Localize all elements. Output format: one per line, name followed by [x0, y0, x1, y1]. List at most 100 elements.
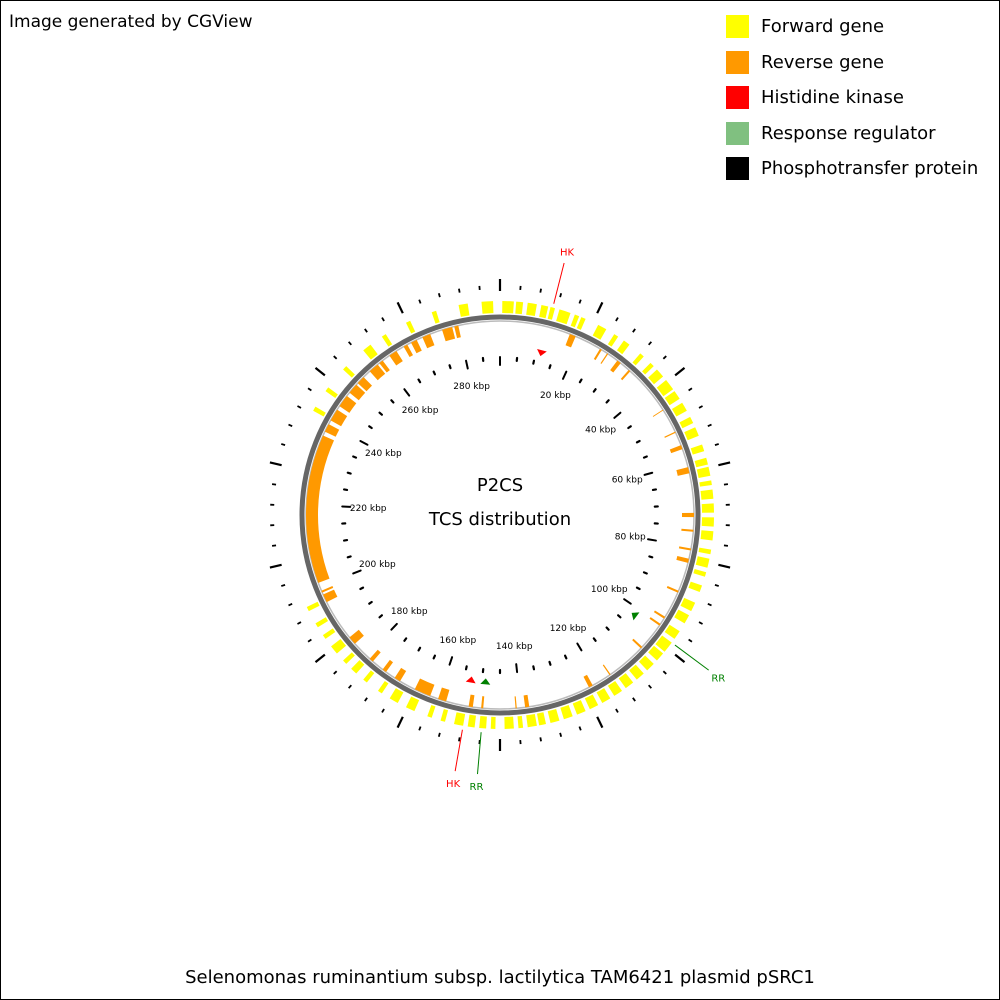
outer-tick: [698, 621, 703, 625]
forward-gene: [560, 704, 573, 720]
ruler-tick: [605, 399, 610, 404]
center-subtitle: TCS distribution: [428, 509, 571, 530]
callout-label: HK: [446, 779, 461, 790]
ruler-tick: [605, 626, 610, 631]
ruler-tick: [448, 364, 452, 370]
reverse-gene: [389, 350, 403, 366]
forward-gene: [481, 301, 494, 314]
outer-tick: [615, 708, 619, 713]
callout-label: RR: [470, 782, 484, 793]
forward-gene: [679, 416, 694, 429]
outer-tick: [396, 301, 404, 314]
ruler-tick: [635, 586, 641, 591]
forward-gene: [343, 652, 355, 664]
forward-gene: [607, 680, 623, 696]
outer-tick: [437, 732, 441, 737]
forward-gene: [700, 489, 714, 500]
forward-gene: [381, 334, 393, 347]
ruler-tick: [635, 439, 641, 444]
plasmid-name: Selenomonas ruminantium subsp. lactilyti…: [185, 967, 815, 988]
forward-gene: [629, 664, 644, 680]
forward-gene: [570, 314, 580, 328]
outer-tick: [615, 317, 619, 322]
ruler-label: 40 kbp: [585, 426, 616, 436]
forward-gene: [674, 609, 690, 624]
forward-gene: [490, 716, 496, 729]
forward-gene: [313, 406, 326, 417]
ruler-tick: [368, 425, 373, 430]
reverse-gene: [481, 696, 485, 709]
reverse-gene: [442, 326, 456, 342]
outer-tick: [280, 583, 286, 587]
ruler-tick: [592, 637, 597, 642]
outer-tick: [707, 423, 712, 428]
ruler-tick: [359, 439, 369, 446]
outer-tick: [539, 288, 542, 293]
backbone-outer-ring: [299, 314, 701, 716]
legend-label: Response regulator: [761, 122, 936, 144]
ruler-tick: [417, 378, 422, 384]
forward-gene: [325, 387, 338, 399]
outer-tick: [596, 716, 604, 729]
outer-tick-ring: [269, 279, 731, 751]
reverse-gene: [321, 586, 334, 593]
forward-gene: [656, 380, 674, 397]
outer-tick: [662, 670, 667, 675]
ruler-tick: [643, 471, 654, 476]
ruler-tick: [576, 642, 583, 652]
outer-tick: [347, 684, 352, 689]
reverse-gene: [323, 589, 338, 603]
reverse-gene: [565, 334, 576, 348]
reverse-gene: [394, 667, 407, 682]
reverse-gene: [653, 610, 666, 619]
forward-gene: [693, 569, 707, 577]
credit-text: Image generated by CGView: [9, 12, 253, 32]
ruler-label: 60 kbp: [612, 476, 643, 486]
reverse-gene: [664, 431, 676, 438]
ruler-tick: [613, 411, 622, 419]
reverse-gene: [414, 678, 435, 696]
reverse-gene: [379, 360, 390, 373]
reverse-gene: [382, 659, 394, 672]
ruler-tick: [532, 359, 536, 365]
forward-gene: [547, 307, 556, 320]
legend-swatch: [726, 50, 749, 74]
forward-gene: [306, 601, 320, 612]
forward-gene: [695, 556, 710, 568]
reverse-gene: [357, 377, 373, 392]
outer-tick: [418, 299, 422, 304]
outer-tick: [314, 366, 326, 377]
ruler-label: 220 kbp: [350, 504, 387, 514]
forward-gene: [664, 624, 680, 639]
outer-tick: [632, 697, 636, 702]
callout-line: [674, 644, 709, 671]
legend-item-phosphotransfer-protein: Phosphotransfer protein: [726, 151, 978, 187]
tcs-marker-hk: [537, 349, 547, 357]
ruler-tick: [359, 586, 365, 591]
ruler-label: 240 kbp: [365, 449, 402, 459]
ruler-label: 280 kbp: [453, 382, 490, 392]
ruler-tick: [548, 364, 552, 370]
reverse-gene: [632, 638, 643, 649]
forward-gene: [526, 713, 537, 728]
forward-gene: [479, 716, 487, 729]
legend-label: Phosphotransfer protein: [761, 158, 979, 180]
reverse-gene-track: [305, 325, 694, 709]
forward-gene: [556, 309, 571, 325]
outer-tick: [437, 293, 441, 298]
forward-gene: [405, 320, 416, 334]
ruler-tick: [464, 665, 468, 671]
legend-swatch: [726, 86, 749, 110]
forward-gene: [331, 638, 347, 654]
outer-tick: [698, 405, 703, 409]
center-title: P2CS: [477, 475, 523, 496]
reverse-gene: [305, 435, 335, 583]
forward-gene: [671, 402, 687, 417]
forward-gene: [699, 480, 712, 487]
ruler-label: 20 kbp: [540, 391, 571, 401]
forward-gene: [684, 427, 699, 441]
tcs-marker-rr: [480, 678, 491, 685]
ruler-tick: [515, 663, 519, 674]
reverse-gene: [369, 364, 386, 381]
